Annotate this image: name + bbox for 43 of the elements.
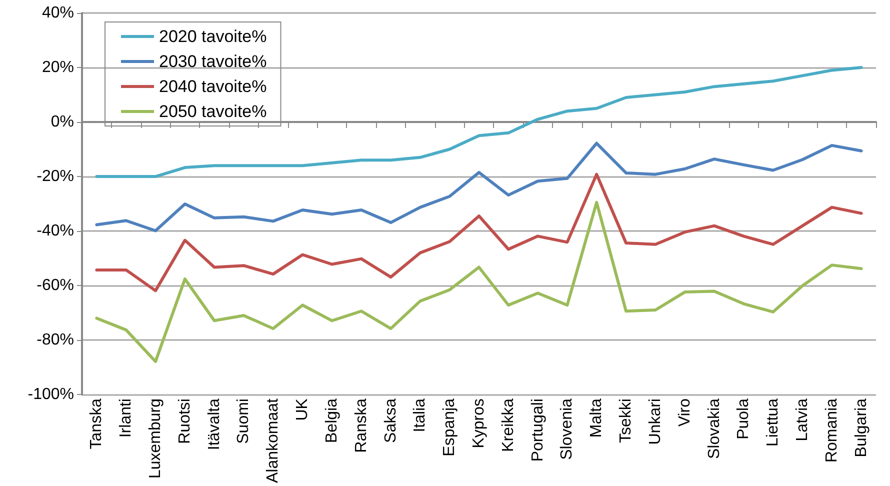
x-tick-label: Unkari [646,398,664,445]
x-tick-label: Kypros [470,398,488,448]
x-tick-label: UK [294,398,312,421]
x-tick-label: Latvia [794,398,811,442]
legend-label: 2040 tavoite% [159,77,267,96]
x-tick-label: Itävalta [206,398,223,450]
x-tick-label: Kreikka [500,398,517,452]
x-tick-label: Suomi [235,398,252,444]
x-tick-label: Bulgaria [852,398,870,458]
y-tick-label: 0% [50,114,74,130]
y-tick-label: -40% [36,222,74,240]
x-tick-label: Luxemburg [147,398,164,479]
x-tick-label: Espanja [441,398,458,456]
x-tick-label: Slovenia [558,398,576,460]
x-tick-label: Italia [412,398,429,432]
legend-label: 2030 tavoite% [159,52,267,71]
x-tick-label: Romania [823,398,840,463]
line-series [95,66,863,178]
x-tick-label: Tsekki [618,398,635,443]
x-tick-label: Liettua [764,398,782,447]
legend-label: 2050 tavoite% [159,102,267,121]
y-tick-label: -80% [36,332,74,349]
y-tick-label: 20% [42,59,74,76]
x-tick-label: Ruotsi [176,398,194,444]
y-tick-label: 40% [42,4,74,22]
line-series [95,200,863,364]
line-series [95,142,863,232]
legend-label: 2020 tavoite% [159,27,267,46]
y-tick-label: -60% [36,277,74,294]
x-tick-label: Alankomaat [264,398,282,484]
x-tick-label: Irlanti [118,398,135,438]
x-tick-label: Belgia [323,398,340,443]
x-tick-label: Tanska [88,398,106,450]
x-tick-label: Viro [676,398,694,427]
y-tick-label: -20% [36,168,74,186]
x-tick-label: Malta [588,398,606,438]
x-tick-label: Ranska [352,398,370,453]
y-tick-label: -100% [28,386,74,404]
x-tick-label: Portugali [529,398,546,462]
x-tick-label: Puola [735,398,752,440]
x-tick-label: Slovakia [706,398,723,459]
line-series [95,172,863,292]
x-tick-label: Saksa [382,398,400,443]
